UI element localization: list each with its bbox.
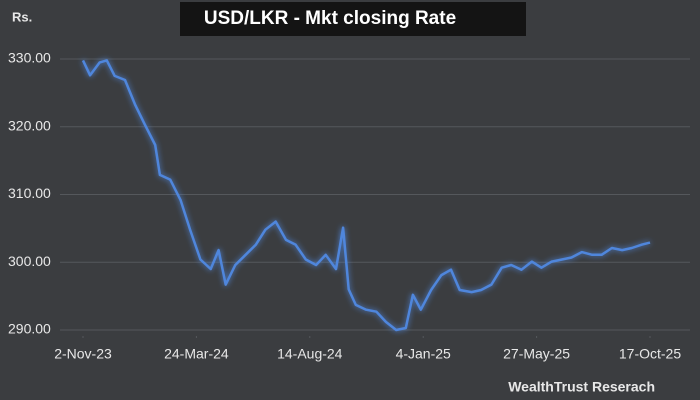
x-tick-label: 27-May-25 <box>503 346 570 362</box>
y-axis-label: Rs. <box>12 9 32 24</box>
x-tick-label: 17-Oct-25 <box>619 346 681 362</box>
y-tick-label: 310.00 <box>8 185 51 201</box>
x-tick-label: 4-Jan-25 <box>396 346 451 362</box>
x-tick-label: 14-Aug-24 <box>277 346 343 362</box>
x-tick-label: 24-Mar-24 <box>164 346 229 362</box>
y-tick-label: 300.00 <box>8 253 51 269</box>
y-tick-label: 320.00 <box>8 117 51 133</box>
x-tick-label: 2-Nov-23 <box>54 346 112 362</box>
title-box <box>180 2 526 36</box>
chart-title: USD/LKR - Mkt closing Rate <box>204 8 456 29</box>
y-tick-label: 290.00 <box>8 321 51 337</box>
line <box>81 59 651 332</box>
y-tick-label: 330.00 <box>8 50 51 66</box>
source-note: WealthTrust Reserach <box>508 379 655 395</box>
